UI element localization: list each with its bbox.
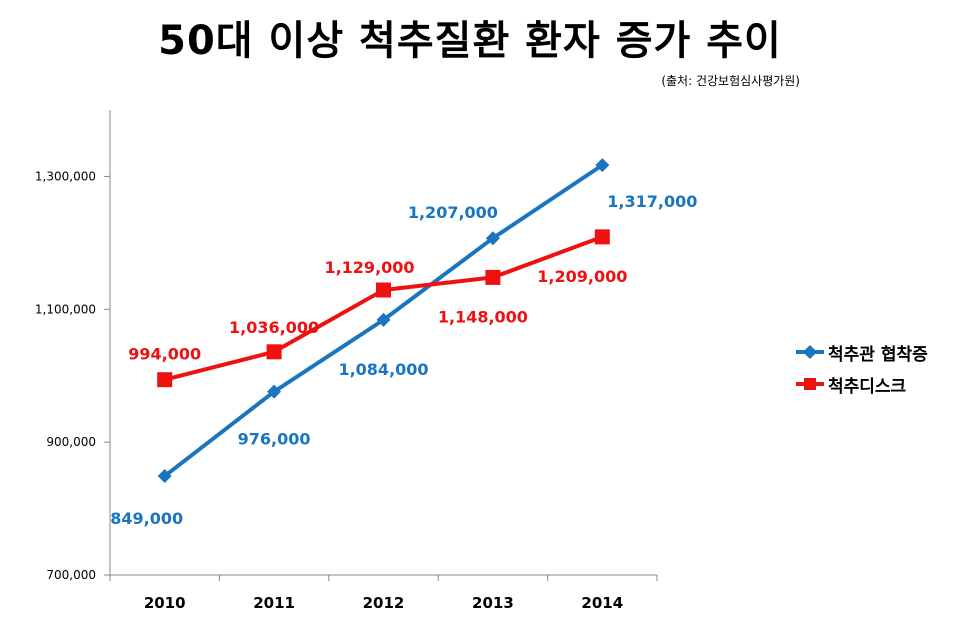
source-note: (출처: 건강보험심사평가원)	[661, 74, 800, 88]
legend-swatch-diamond-icon	[796, 345, 824, 359]
data-label: 1,036,000	[229, 318, 319, 337]
data-point	[595, 158, 610, 173]
data-point	[594, 229, 610, 245]
data-point	[267, 384, 282, 399]
data-label: 994,000	[128, 345, 201, 364]
x-tick-label: 2010	[144, 594, 186, 612]
data-point	[485, 231, 500, 246]
data-point	[485, 269, 501, 285]
legend-label-disc: 척추디스크	[828, 376, 907, 397]
y-tick-label: 1,300,000	[35, 169, 96, 183]
y-tick-label: 900,000	[46, 435, 96, 449]
data-point	[157, 469, 172, 484]
x-tick-label: 2014	[581, 594, 623, 612]
y-tick-label: 1,100,000	[35, 302, 96, 316]
data-point	[376, 282, 391, 298]
data-point	[266, 344, 282, 360]
data-label: 1,207,000	[408, 203, 498, 222]
data-label: 1,209,000	[537, 267, 627, 286]
legend-swatch-square-icon	[796, 378, 824, 390]
data-label: 1,129,000	[324, 258, 414, 277]
legend: 척추관 협착증 척추디스크	[795, 336, 928, 400]
chart-title: 50대 이상 척추질환 환자 증가 추이	[158, 18, 782, 64]
data-point	[376, 312, 391, 327]
legend-item-disc: 척추디스크	[795, 368, 928, 400]
data-label: 1,084,000	[338, 360, 428, 379]
x-tick-label: 2012	[363, 594, 405, 612]
data-label: 849,000	[110, 509, 183, 528]
data-label: 976,000	[238, 430, 311, 449]
legend-item-stenosis: 척추관 협착증	[795, 336, 928, 368]
data-label: 1,148,000	[438, 307, 528, 326]
y-tick-label: 700,000	[46, 568, 96, 582]
data-point	[157, 372, 173, 388]
x-tick-label: 2011	[253, 594, 295, 612]
x-tick-label: 2013	[472, 594, 514, 612]
data-label: 1,317,000	[607, 192, 697, 211]
legend-label-stenosis: 척추관 협착증	[828, 344, 928, 365]
